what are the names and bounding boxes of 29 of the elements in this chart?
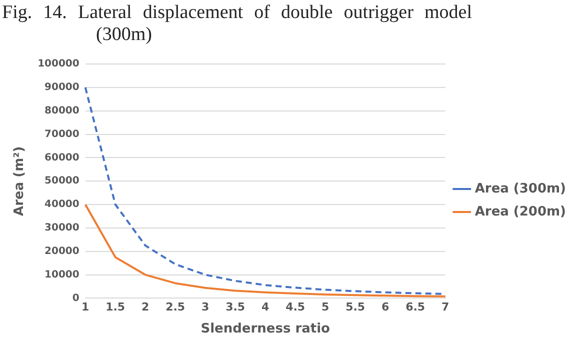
legend-label: Area (200m) [474,204,566,220]
x-tick-label: 7 [442,300,450,314]
x-tick-label: 5 [322,300,330,314]
y-tick-label: 80000 [44,105,80,116]
x-tick-label: 3 [202,300,210,314]
x-tick-label: 6.5 [406,300,426,314]
legend-label: Area (300m) [474,181,566,196]
y-tick-label: 60000 [44,152,80,164]
y-axis-title: Area (m²) [12,146,28,216]
x-tick-label: 2 [142,300,150,314]
y-tick-label: 20000 [44,246,80,257]
y-tick-label: 40000 [44,199,80,210]
y-tick-label: 70000 [44,128,80,140]
x-axis-title: Slenderness ratio [200,322,330,337]
y-tick-label: 50000 [44,176,80,187]
y-tick-label: 30000 [44,222,80,234]
x-tick-label: 1 [82,300,90,314]
x-tick-label: 4 [262,300,270,314]
y-tick-label: 90000 [44,82,80,94]
y-tick-label: 100000 [38,58,80,70]
x-tick-label: 2.5 [166,300,186,314]
x-tick-label: 1.5 [106,300,126,314]
x-tick-label: 5.5 [346,300,366,314]
x-tick-label: 4.5 [286,300,306,314]
x-tick-label: 3.5 [226,300,246,314]
chart-title: Fig. 14. Lateral displacement of double outrigger model (300m) [1,1,473,47]
y-tick-label: 0 [72,292,80,304]
y-tick-label: 10000 [44,269,80,280]
x-tick-label: 6 [382,300,390,314]
